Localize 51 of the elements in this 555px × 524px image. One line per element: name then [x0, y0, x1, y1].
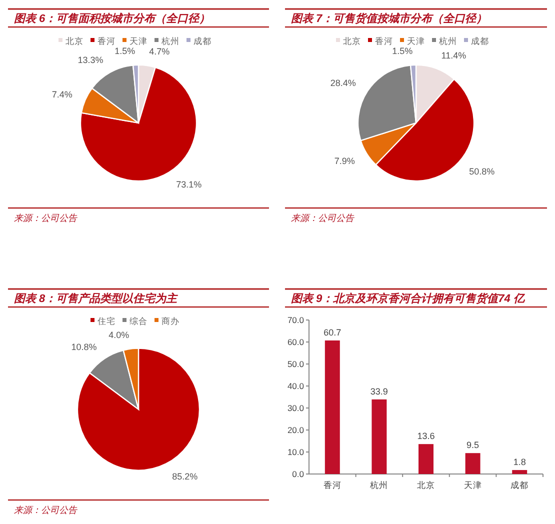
data-label: 7.9% — [334, 156, 355, 166]
data-label: 9.5 — [466, 440, 480, 450]
data-label: 33.9 — [370, 386, 388, 396]
x-tick-label: 杭州 — [369, 480, 388, 490]
x-tick-label: 香河 — [323, 480, 342, 490]
data-label: 11.4% — [441, 50, 466, 61]
legend-label: 天津 — [407, 36, 425, 46]
title: 图表 6：可售面积按城市分布（全口径） — [14, 13, 210, 25]
legend-label: 综合 — [130, 316, 148, 326]
legend-label: 杭州 — [160, 36, 180, 46]
data-label: 10.8% — [71, 342, 97, 352]
data-label: 4.7% — [149, 46, 170, 57]
legend-label: 住宅 — [98, 316, 116, 326]
data-label: 73.1% — [176, 179, 202, 190]
data-label: 13.3% — [78, 55, 104, 66]
data-label: 1.5% — [114, 46, 136, 56]
y-tick-label: 70.0 — [287, 315, 304, 325]
legend-label: 北京 — [66, 36, 84, 46]
y-tick-label: 10.0 — [287, 447, 304, 457]
data-label: 60.7 — [324, 327, 342, 338]
data-label: 85.2% — [172, 471, 198, 482]
legend-label: 成都 — [194, 36, 212, 46]
x-tick-label: 天津 — [464, 480, 482, 490]
legend-label: 香河 — [375, 36, 393, 46]
y-tick-label: 20.0 — [287, 425, 304, 435]
legend-label: 北京 — [343, 36, 361, 46]
data-label: 1.8 — [513, 457, 526, 468]
y-tick-label: 40.0 — [287, 381, 304, 391]
legend-label: 商办 — [162, 316, 180, 326]
data-label: 50.8% — [469, 166, 495, 177]
data-label: 13.6 — [417, 431, 435, 442]
title: 图表 8：可售产品类型以住宅为主 — [14, 293, 178, 305]
legend-label: 杭州 — [438, 36, 457, 46]
annotation: 来源：公司公告 — [14, 213, 77, 223]
x-tick-label: 成都 — [510, 480, 529, 490]
y-tick-label: 60.0 — [287, 337, 304, 347]
legend-label: 香河 — [98, 36, 116, 46]
data-label: 28.4% — [330, 78, 356, 88]
y-tick-label: 30.0 — [287, 403, 304, 413]
y-tick-label: 0.0 — [292, 469, 304, 479]
data-label: 4.0% — [108, 330, 130, 340]
annotation: 来源：公司公告 — [14, 505, 77, 515]
data-label: 1.5% — [392, 46, 413, 56]
y-tick-label: 50.0 — [287, 359, 304, 369]
x-tick-label: 北京 — [417, 480, 435, 490]
title: 图表 9：北京及环京香河合计拥有可售货值74 亿 — [291, 293, 524, 305]
data-label: 7.4% — [52, 89, 72, 100]
legend-label: 天津 — [130, 36, 148, 46]
legend-label: 成都 — [471, 36, 489, 46]
title: 图表 7：可售货值按城市分布（全口径） — [291, 13, 488, 25]
annotation: 来源：公司公告 — [291, 213, 354, 223]
